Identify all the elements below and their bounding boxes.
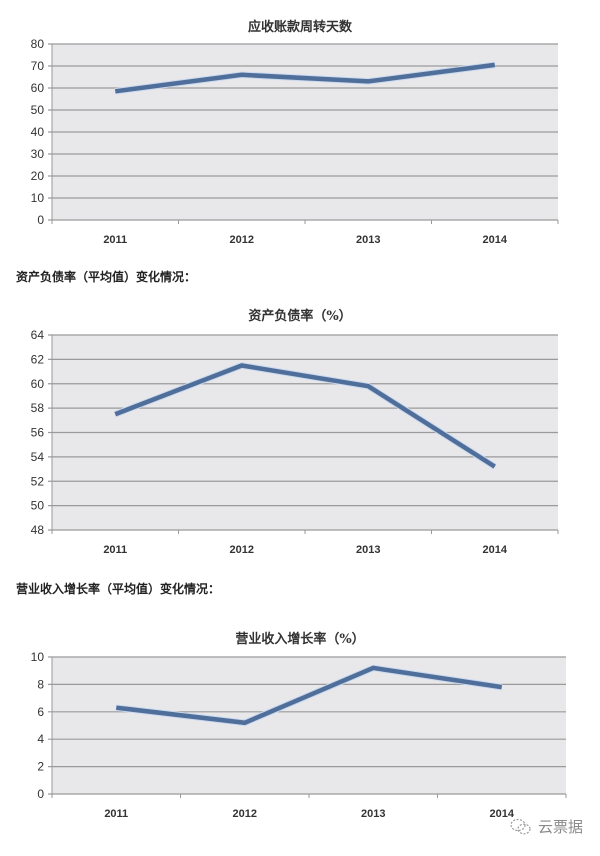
y-tick-label: 0 [37, 787, 44, 801]
watermark: 云票据 [510, 816, 583, 837]
x-tick-label: 2014 [483, 234, 508, 246]
x-tick-label: 2014 [490, 808, 515, 820]
y-tick-label: 30 [31, 147, 45, 161]
y-tick-label: 50 [31, 499, 45, 513]
y-tick-label: 8 [37, 677, 44, 691]
y-tick-label: 40 [31, 125, 45, 139]
y-tick-label: 52 [31, 474, 45, 488]
wechat-icon [510, 818, 531, 834]
chart-debt-ratio: 48 50 52 54 56 58 60 62 64 2011 2012 2013 2014 [31, 328, 559, 556]
series-line [114, 62, 496, 94]
x-tick-label: 2012 [230, 234, 254, 246]
chart-receivable-turnover-days: 0 10 20 30 40 50 60 70 80 2011 2012 2013 2014 [31, 37, 559, 246]
watermark-label: 云票据 [538, 818, 584, 836]
y-tick-label: 48 [31, 523, 45, 537]
chart-title-receivable-days: 应收账款周转天数 [247, 20, 352, 35]
y-tick-label: 2 [37, 760, 44, 774]
y-tick-label: 70 [31, 59, 45, 73]
y-tick-label: 56 [31, 426, 45, 440]
y-tick-label: 6 [37, 705, 44, 719]
y-tick-label: 54 [31, 450, 45, 464]
series-line [115, 665, 503, 726]
y-tick-label: 50 [31, 103, 45, 117]
x-tick-label: 2012 [233, 808, 257, 820]
chart-title-revenue-growth: 营业收入增长率（%） [235, 632, 365, 647]
y-tick-label: 10 [31, 191, 45, 205]
y-tick-label: 4 [37, 732, 44, 746]
x-tick-label: 2013 [361, 808, 385, 820]
y-tick-label: 64 [31, 328, 45, 342]
x-tick-label: 2013 [356, 544, 380, 556]
section-heading-debt-ratio: 资产负债率（平均值）变化情况： [16, 270, 197, 284]
y-tick-label: 60 [31, 81, 45, 95]
y-tick-label: 60 [31, 377, 45, 391]
y-tick-label: 62 [31, 352, 45, 366]
x-tick-label: 2011 [103, 234, 127, 246]
y-tick-label: 0 [37, 213, 44, 227]
plot-area [52, 657, 566, 794]
x-tick-label: 2014 [483, 544, 508, 556]
x-tick-label: 2011 [104, 808, 128, 820]
x-tick-label: 2012 [230, 544, 254, 556]
section-heading-revenue-growth: 营业收入增长率（平均值）变化情况： [16, 582, 221, 596]
y-tick-label: 58 [31, 401, 45, 415]
y-tick-label: 10 [31, 650, 45, 664]
y-tick-label: 80 [31, 37, 45, 51]
chart-title-debt-ratio: 资产负债率（%） [248, 309, 352, 324]
series-line [114, 363, 496, 469]
x-tick-label: 2013 [356, 234, 380, 246]
x-tick-label: 2011 [103, 544, 127, 556]
y-tick-label: 20 [31, 169, 45, 183]
